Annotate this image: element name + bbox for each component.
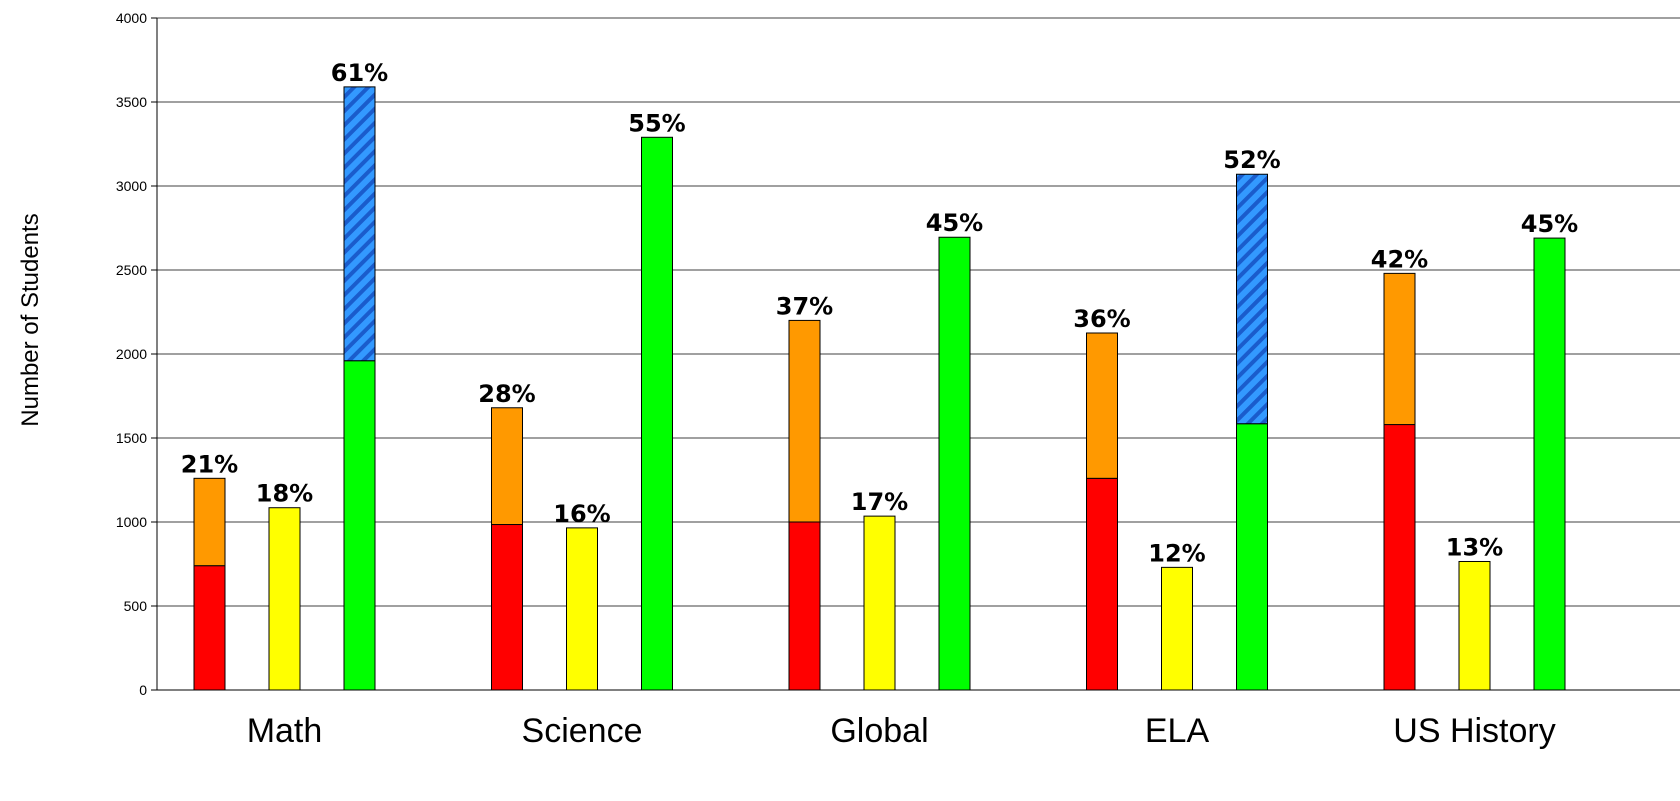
y-tick-label: 4000 (116, 10, 147, 26)
bar-segment-orange (788, 319, 821, 523)
bar-segment-red (1383, 424, 1416, 691)
data-labels: 21% 18% 61% 28% 16% 55% 37% 17% 45% 36% 12% 52% 42% 1… (181, 59, 1578, 567)
x-category-label: US History (1393, 712, 1555, 750)
bar-segment-green (1236, 423, 1268, 691)
data-label: 42% (1371, 245, 1428, 273)
bar-segment-orange (193, 477, 226, 567)
x-category-label: Global (830, 712, 928, 750)
bar-segment-blue_hatch (1236, 173, 1268, 425)
y-tick-label: 500 (124, 598, 148, 614)
x-category-label: Math (247, 712, 323, 750)
data-label: 52% (1223, 146, 1280, 174)
bar-segment-blue_hatch (343, 86, 376, 362)
data-label: 13% (1446, 533, 1503, 561)
y-tick-label: 3500 (116, 94, 147, 110)
data-label: 45% (926, 209, 983, 237)
bars (193, 86, 1566, 691)
bar-segment-green (343, 360, 376, 691)
data-label: 16% (553, 500, 610, 528)
y-tick-label: 2000 (116, 346, 147, 362)
bar-segment-red (193, 565, 226, 691)
data-label: 28% (478, 380, 535, 408)
x-category-label: ELA (1145, 712, 1210, 750)
data-label: 61% (331, 59, 388, 87)
y-tick-label: 0 (139, 682, 147, 698)
data-label: 55% (628, 109, 685, 137)
bar-segment-red (1086, 477, 1118, 691)
y-tick-label: 2500 (116, 262, 147, 278)
axes: 0 500 1000 1500 2000 2500 3000 3500 4000 Math Scie… (116, 10, 1680, 750)
y-tick-label: 3000 (116, 178, 147, 194)
bar-segment-orange (491, 407, 523, 526)
y-tick-label: 1500 (116, 430, 147, 446)
gridlines (157, 17, 1680, 691)
bar-segment-red (788, 521, 821, 691)
bar-segment-orange (1086, 332, 1118, 479)
bar-segment-yellow (1458, 560, 1491, 691)
data-label: 45% (1521, 210, 1578, 238)
bar-segment-yellow (566, 527, 598, 691)
bar-segment-red (491, 524, 523, 691)
y-tick-label: 1000 (116, 514, 147, 530)
bar-segment-yellow (268, 507, 301, 691)
data-label: 17% (851, 488, 908, 516)
data-label: 37% (776, 292, 833, 320)
bar-segment-green (1533, 237, 1566, 691)
bar-segment-yellow (863, 515, 896, 691)
data-label: 18% (256, 480, 313, 508)
bar-segment-yellow (1161, 566, 1193, 691)
data-label: 21% (181, 450, 238, 478)
y-axis-label: Number of Students (17, 213, 44, 426)
bar-segment-orange (1383, 272, 1416, 426)
bar-segment-green (641, 136, 673, 691)
bar-segment-green (938, 236, 971, 691)
data-label: 12% (1148, 539, 1205, 567)
data-label: 36% (1073, 305, 1130, 333)
x-category-label: Science (522, 712, 643, 750)
